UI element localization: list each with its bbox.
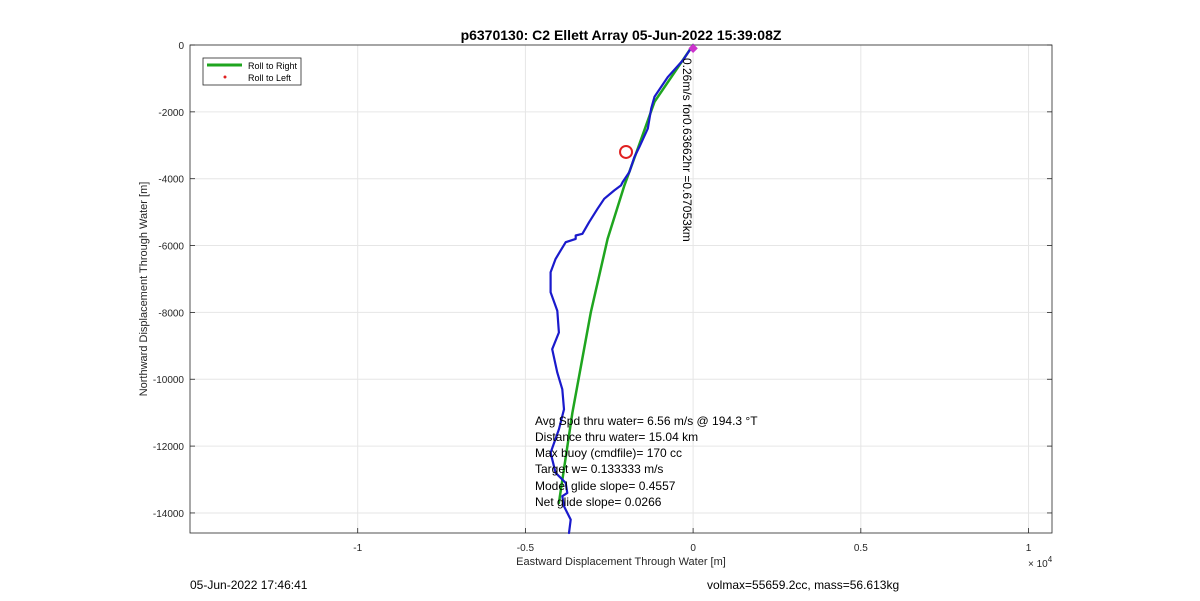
stat-target-w: Target w= 0.133333 m/s <box>535 462 663 476</box>
x-tick-label: -0.5 <box>517 543 535 554</box>
legend: Roll to Right Roll to Left <box>202 57 302 86</box>
x-tick-label: 0 <box>690 543 696 554</box>
ticks: -1 -0.5 0 0.5 1 0 -2000 -4000 -6000 -8000 -10000 -1… <box>153 41 1052 554</box>
chart-title: p6370130: C2 Ellett Array 05-Jun-2022 15… <box>461 27 782 43</box>
y-tick-label: -6000 <box>158 242 184 253</box>
y-tick-label: -12000 <box>153 442 185 453</box>
x-exponent-base: × 10 <box>1028 559 1048 570</box>
x-tick-label: 1 <box>1026 543 1032 554</box>
stat-model-glide: Model glide slope= 0.4557 <box>535 479 676 493</box>
x-exponent: × 104 <box>1028 555 1053 570</box>
rotated-annotation: 0.26m/s for0.63662hr =0.67053km <box>680 58 694 242</box>
plot-border <box>189 44 1053 534</box>
series-track-1 <box>549 43 695 535</box>
legend-box <box>202 57 302 86</box>
x-exponent-power: 4 <box>1048 555 1053 564</box>
legend-roll-left-label: Roll to Left <box>248 73 292 83</box>
stat-avg-speed: Avg Spd thru water= 6.56 m/s @ 194.3 °T <box>535 414 758 428</box>
y-tick-label: -14000 <box>153 509 185 520</box>
y-tick-label: -8000 <box>158 308 184 319</box>
x-axis-label: Eastward Displacement Through Water [m] <box>516 556 726 568</box>
marker-circle <box>619 144 634 159</box>
stat-net-glide: Net glide slope= 0.0266 <box>535 495 662 509</box>
y-axis-label: Northward Displacement Through Water [m] <box>138 182 150 397</box>
y-tick-label: -2000 <box>158 108 184 119</box>
stat-max-buoy: Max buoy (cmdfile)= 170 cc <box>535 446 682 460</box>
x-tick-label: 0.5 <box>854 543 868 554</box>
legend-roll-left-swatch <box>223 75 227 79</box>
footer-timestamp: 05-Jun-2022 17:46:41 <box>190 578 308 592</box>
legend-roll-right-label: Roll to Right <box>248 61 298 71</box>
y-tick-label: 0 <box>178 41 184 52</box>
stat-distance: Distance thru water= 15.04 km <box>535 430 698 444</box>
footer-volmax-mass: volmax=55659.2cc, mass=56.613kg <box>707 578 900 592</box>
marker-diamond <box>688 43 698 54</box>
plot-area <box>190 45 1052 533</box>
series-layer <box>549 43 695 535</box>
marker-layer <box>619 43 698 159</box>
grid <box>190 44 1052 533</box>
stats-annotation: Avg Spd thru water= 6.56 m/s @ 194.3 °T … <box>535 414 758 509</box>
x-tick-label: -1 <box>353 543 362 554</box>
y-tick-label: -10000 <box>153 375 185 386</box>
y-tick-label: -4000 <box>158 175 184 186</box>
